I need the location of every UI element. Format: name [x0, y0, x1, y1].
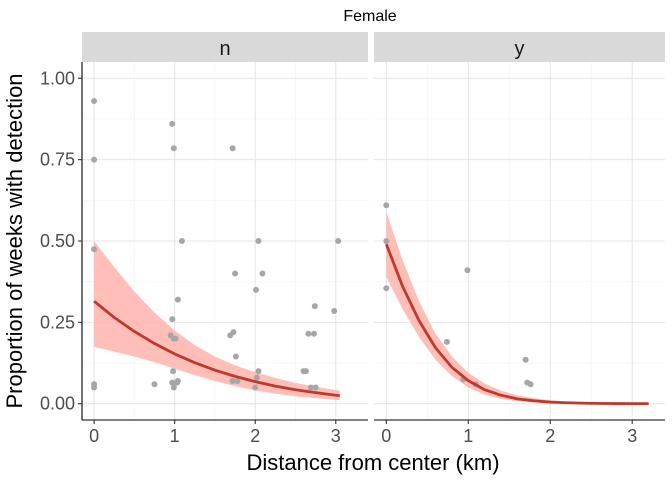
data-point: [522, 356, 529, 363]
data-point: [91, 156, 98, 163]
x-tick-label: 0: [381, 426, 391, 446]
x-tick-label: 1: [170, 426, 180, 446]
data-point: [302, 368, 309, 375]
confidence-ribbon: [94, 241, 340, 401]
data-point: [255, 368, 262, 375]
data-point: [335, 238, 342, 244]
data-point: [443, 338, 450, 345]
y-tick-label: 0.50: [40, 231, 75, 251]
data-point: [170, 384, 177, 391]
data-point: [172, 335, 179, 342]
data-point: [383, 238, 390, 244]
facet-strip-label-n: n: [219, 38, 230, 60]
data-point: [229, 145, 236, 152]
data-point: [311, 330, 318, 337]
confidence-ribbon-n: [94, 241, 340, 401]
data-points-n: [91, 98, 342, 391]
grid-n: [82, 62, 368, 420]
y-axis-title: Proportion of weeks with detection: [2, 73, 27, 408]
data-point: [170, 368, 177, 375]
data-point: [232, 270, 239, 277]
data-point: [253, 286, 260, 293]
data-point: [383, 285, 390, 292]
fit-line: [93, 300, 340, 397]
facet-strip-label-y: y: [515, 38, 525, 60]
data-point: [255, 238, 262, 244]
facet-strip-n: [82, 32, 368, 62]
data-point: [252, 384, 259, 391]
y-tick-label: 0.25: [40, 312, 75, 332]
y-tick-label: 0.00: [40, 394, 75, 414]
data-point: [169, 316, 176, 323]
data-point: [178, 238, 185, 244]
data-point: [311, 303, 318, 310]
x-tick-label: 0: [89, 426, 99, 446]
data-point: [464, 267, 471, 274]
data-point: [307, 384, 314, 391]
data-point: [230, 329, 237, 336]
data-point: [91, 384, 98, 391]
fit-line-n: [93, 300, 340, 397]
data-point: [331, 307, 338, 314]
y-tick-label: 0.75: [40, 150, 75, 170]
data-point: [527, 381, 534, 388]
data-point: [169, 379, 176, 386]
y-tick-label: 1.00: [40, 68, 75, 88]
grid-y: [374, 62, 665, 420]
x-tick-label: 3: [627, 426, 637, 446]
data-point: [174, 377, 181, 384]
chart-title: Female: [343, 8, 396, 25]
data-point: [259, 270, 266, 277]
y-axis: 0.00 0.25 0.50 0.75 1.00: [40, 62, 83, 420]
data-point: [383, 202, 390, 209]
data-point: [91, 246, 98, 253]
facet-panel-y: y 0 1 2 3: [374, 32, 665, 446]
data-point: [169, 120, 176, 127]
x-tick-label: 3: [331, 426, 341, 446]
data-point: [312, 384, 319, 391]
data-point: [234, 377, 241, 384]
data-point: [305, 330, 312, 337]
facet-panel-n: n 0 1 2 3: [82, 32, 368, 446]
fit-line-y: [384, 243, 649, 406]
data-point: [232, 353, 239, 360]
data-point: [253, 374, 260, 381]
facet-strip-y: [374, 32, 665, 62]
x-axis-title: Distance from center (km): [246, 450, 499, 475]
data-point: [170, 145, 177, 152]
data-point: [151, 381, 158, 388]
x-tick-label: 2: [250, 426, 260, 446]
x-tick-label: 2: [545, 426, 555, 446]
fit-line: [384, 243, 649, 406]
x-axis-n: 0 1 2 3: [82, 419, 368, 446]
x-tick-label: 1: [463, 426, 473, 446]
data-point: [229, 377, 236, 384]
data-point: [91, 98, 98, 105]
data-point: [174, 296, 181, 303]
x-axis-y: 0 1 2 3: [374, 419, 665, 446]
